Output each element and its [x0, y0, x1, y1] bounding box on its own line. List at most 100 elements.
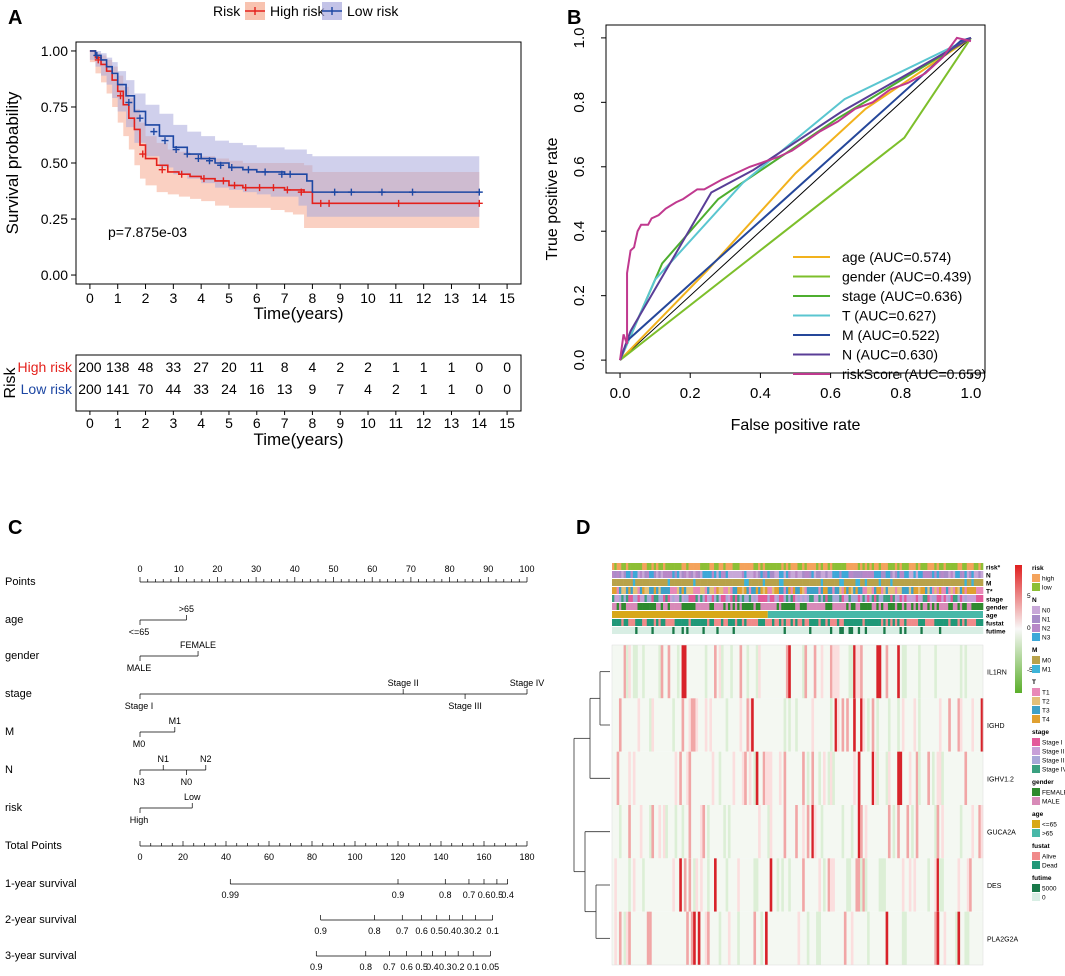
annotation-cell: [741, 587, 745, 594]
annotation-cell: [748, 627, 752, 634]
annotation-cell: [632, 587, 636, 594]
annotation-cell: [720, 587, 724, 594]
heatmap-cell: [686, 751, 689, 805]
annotation-cell: [693, 571, 696, 578]
annotation-cell: [799, 603, 803, 610]
annotation-cell: [623, 571, 627, 578]
annotation-cell: [978, 627, 981, 634]
annotation-cell: [781, 627, 784, 634]
annotation-cell: [883, 571, 886, 578]
annotation-cell: [753, 587, 757, 594]
survival-tick-label: 0.05: [482, 962, 500, 972]
annotation-cell: [899, 587, 903, 594]
gene-label: IL1RN: [987, 670, 1007, 677]
legend-label-stage: stage (AUC=0.636): [842, 288, 962, 304]
annotation-cell: [725, 563, 729, 570]
annotation-cell: [913, 571, 917, 578]
annotation-cell: [829, 627, 833, 634]
annotation-cell: [656, 563, 659, 570]
heatmap-legend: riskhighlowNN0N1N2N3MM0M1TT1T2T3T4stageS…: [1032, 565, 1065, 902]
annotation-cell: [746, 603, 750, 610]
annotation-cell: [758, 619, 761, 626]
legend-swatch: [1032, 606, 1040, 614]
annotation-cell: [614, 579, 617, 586]
legend-item-label: T2: [1042, 699, 1050, 706]
annotation-cell: [646, 619, 650, 626]
annotation-cell: [862, 603, 866, 610]
annotation-cell: [714, 571, 717, 578]
annotation-cell: [771, 571, 775, 578]
annotation-cell: [957, 587, 961, 594]
annotation-cell: [969, 619, 972, 626]
annotation-cell: [918, 627, 921, 634]
legend-item-label: M1: [1042, 667, 1051, 674]
x-tick-label: 7: [281, 415, 289, 431]
x-tick-label: 1: [114, 290, 122, 306]
annotation-cell: [621, 603, 624, 610]
heatmap-cell: [623, 911, 627, 965]
annotation-cell: [656, 619, 659, 626]
heatmap-cell: [618, 911, 622, 965]
censor-mark-low: [244, 166, 252, 174]
annotation-cell: [656, 627, 659, 634]
y-tick-label: 0.6: [571, 156, 588, 177]
legend-item-label: M0: [1042, 658, 1051, 665]
annotation-cell: [660, 603, 664, 610]
censor-mark-high: [200, 175, 208, 183]
annotation-cell: [820, 627, 824, 634]
heatmap-cell: [813, 805, 817, 859]
annotation-cell: [955, 571, 958, 578]
annotation-cell: [686, 571, 689, 578]
heatmap-cell: [616, 751, 620, 805]
heatmap-cell: [887, 805, 891, 859]
annotation-cell: [739, 619, 743, 626]
annotation-cell: [751, 603, 754, 610]
annotation-cell: [653, 627, 657, 634]
annotation-cell: [906, 579, 910, 586]
annotation-cell: [723, 587, 726, 594]
heatmap-cell: [795, 805, 798, 859]
annotation-cell: [959, 563, 963, 570]
y-tick-label: 0.00: [41, 267, 68, 283]
annotation-cell: [971, 619, 975, 626]
censor-mark-high: [158, 166, 166, 174]
colorbar-label: -5: [1027, 667, 1033, 674]
annotation-cell: [945, 563, 949, 570]
annotation-cell: [630, 563, 634, 570]
annotation-cell: [704, 587, 708, 594]
annotation-cell: [799, 571, 803, 578]
risk-table-cell: 1: [420, 359, 428, 375]
heatmap-cell: [707, 911, 710, 965]
annotation-cell: [971, 587, 975, 594]
annotation-cell: [792, 571, 796, 578]
legend-item-label: 0: [1042, 895, 1046, 902]
heatmap-cell: [941, 751, 944, 805]
annotation-cell: [628, 563, 631, 570]
annotation-cell: [788, 603, 791, 610]
annotation-cell: [818, 603, 821, 610]
points-tick-label: 70: [406, 564, 416, 574]
total-points-tick-label: 20: [178, 852, 188, 862]
annotation-cell: [720, 563, 724, 570]
legend-swatch: [1032, 656, 1040, 664]
annotation-cell: [676, 579, 680, 586]
annotation-cell: [669, 587, 673, 594]
annotation-cell: [966, 587, 970, 594]
annotation-cell: [660, 619, 664, 626]
annotation-cell: [741, 627, 745, 634]
annotation-cell: [614, 595, 617, 602]
roc-diagonal: [619, 37, 972, 361]
annotation-cell: [799, 627, 803, 634]
annotation-cell: [950, 619, 954, 626]
heatmap-cell: [853, 698, 856, 752]
annotation-cell: [695, 587, 699, 594]
heatmap-cell: [980, 698, 984, 752]
heatmap-cell: [649, 805, 652, 859]
survival-tick-label: 0.5: [491, 890, 504, 900]
annotation-cell: [739, 571, 743, 578]
annotation-cell: [931, 563, 935, 570]
heatmap-cell: [938, 698, 942, 752]
annotation-cell: [785, 603, 789, 610]
annotation-cell: [911, 563, 914, 570]
annotation-cell: [737, 603, 740, 610]
